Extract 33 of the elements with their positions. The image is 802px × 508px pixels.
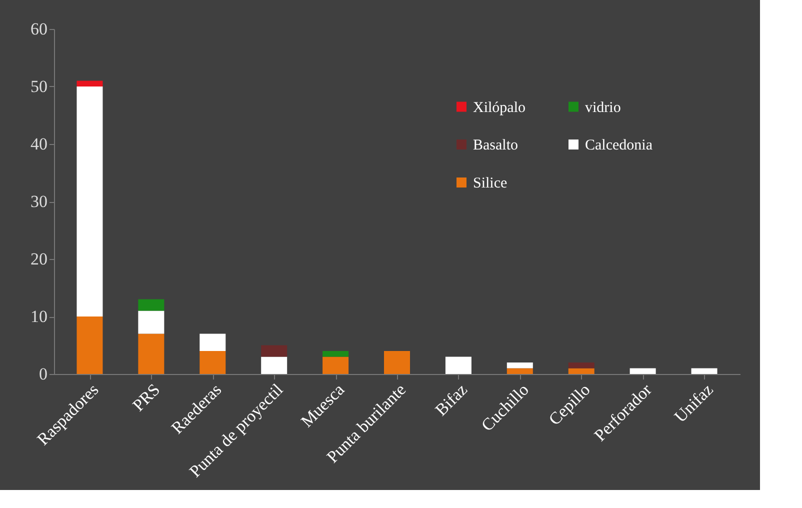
y-tick-label: 60	[30, 20, 48, 38]
bar	[506, 368, 533, 374]
legend-label: Xilópalo	[473, 100, 526, 116]
bar	[138, 310, 164, 334]
bar	[322, 356, 349, 374]
bar	[76, 80, 103, 86]
bar	[200, 351, 226, 374]
bar	[691, 368, 718, 374]
bar	[506, 362, 533, 368]
x-tick-label: PRS	[128, 380, 164, 415]
legend-label: Silice	[473, 176, 508, 192]
bar	[568, 362, 594, 368]
bar	[76, 316, 103, 374]
bar	[138, 334, 164, 374]
y-tick-label: 20	[30, 250, 48, 268]
bar	[568, 368, 594, 374]
bar	[261, 345, 288, 357]
legend-label: Basalto	[473, 138, 518, 154]
bar	[445, 356, 472, 374]
y-tick-label: 30	[30, 192, 48, 211]
bar	[630, 368, 656, 374]
y-tick-label: 40	[30, 134, 48, 154]
y-tick-label: 10	[30, 307, 48, 326]
y-tick-label: 50	[30, 77, 48, 96]
bar	[322, 351, 349, 357]
bar	[76, 86, 103, 316]
bar	[138, 299, 164, 311]
bar	[261, 356, 288, 374]
bar	[384, 351, 410, 374]
y-tick-label: 0	[39, 364, 48, 384]
bar	[200, 334, 226, 351]
legend-label: vidrio	[585, 100, 621, 116]
legend-label: Calcedonia	[585, 138, 653, 154]
